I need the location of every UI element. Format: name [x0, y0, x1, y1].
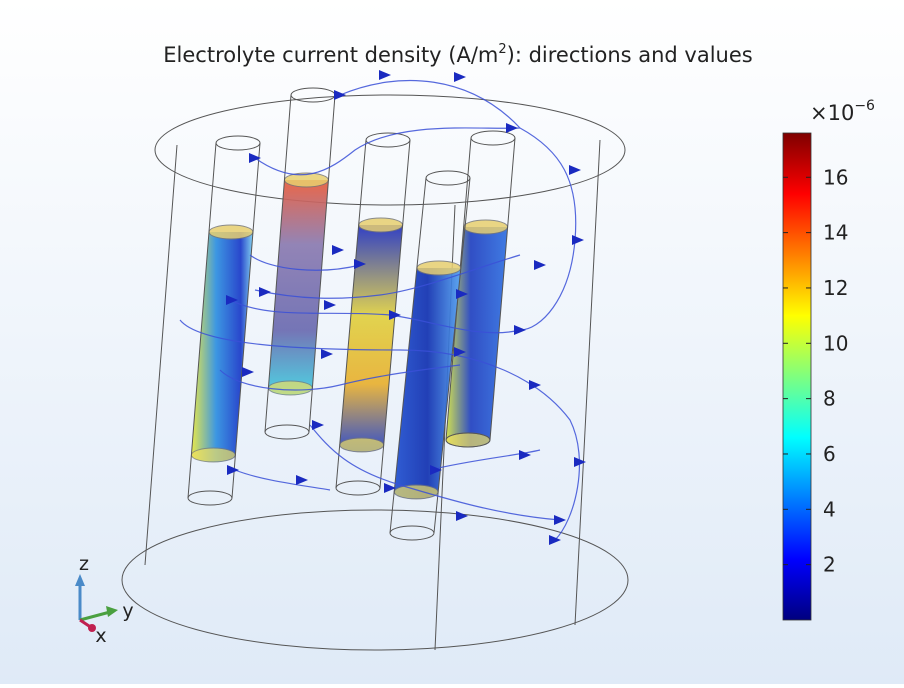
rod-cap	[190, 447, 236, 463]
arrowhead	[519, 450, 531, 460]
colorbar-tick-label: 8	[823, 387, 836, 411]
colorbar-tick-label: 4	[823, 497, 836, 521]
colorbar-tick-label: 16	[823, 165, 848, 189]
arrowhead	[227, 465, 239, 475]
arrowhead	[456, 511, 468, 521]
axis-label: x	[95, 625, 106, 647]
arrowhead	[312, 420, 324, 430]
rod-outline	[308, 94, 336, 433]
rod-cap	[283, 172, 329, 188]
rod-outline	[264, 94, 292, 433]
arrowhead	[554, 515, 566, 525]
chart-title: Electrolyte current density (A/m2): dire…	[163, 42, 752, 67]
colorbar: 2 4 6 8 10 12 14 16	[782, 132, 848, 621]
rod-cap	[339, 437, 385, 453]
arrowhead	[354, 259, 366, 269]
colorbar-tick-label: 2	[823, 553, 836, 577]
arrowhead	[456, 289, 468, 299]
colorbar-tick-label: 6	[823, 442, 836, 466]
arrowhead	[574, 457, 586, 467]
rod-outline	[231, 142, 261, 499]
arrowhead	[384, 483, 396, 493]
colorbar-tick-label: 12	[823, 276, 848, 300]
arrowhead	[249, 153, 261, 163]
rod-outline	[433, 177, 471, 534]
arrowhead	[569, 165, 581, 175]
arrowheads	[226, 70, 586, 545]
rod-surface	[268, 180, 329, 395]
arrowhead	[379, 70, 391, 80]
rod-cap	[358, 217, 404, 233]
arrowhead	[430, 465, 442, 475]
scene	[121, 94, 629, 651]
arrowhead	[296, 475, 308, 485]
arrowhead	[242, 367, 254, 377]
arrowhead	[514, 325, 526, 335]
streamlines	[179, 79, 581, 541]
multiplier-base: ×10	[810, 101, 854, 125]
arrowhead	[226, 295, 238, 305]
rod-cap	[416, 260, 462, 276]
arrowhead	[332, 245, 344, 255]
arrowhead	[389, 310, 401, 320]
rod-surface	[446, 227, 508, 447]
rod-cap	[393, 484, 439, 500]
rod-cap	[267, 380, 313, 396]
title-part: Electrolyte current density (A/m	[163, 43, 498, 67]
arrowhead	[572, 235, 584, 245]
arrowhead	[324, 300, 336, 310]
rod-outline	[489, 137, 516, 441]
rod-surface	[191, 232, 253, 462]
rod-cap	[463, 219, 509, 235]
colorbar-tick-label: 10	[823, 331, 848, 355]
axis-triad: z y x	[75, 553, 134, 647]
rods	[187, 87, 516, 541]
rod-cap	[208, 224, 254, 240]
arrowhead	[259, 287, 271, 297]
arrowhead	[334, 90, 346, 100]
rod-surface	[339, 225, 403, 452]
rod-outline	[187, 142, 217, 499]
multiplier-exp: −6	[854, 98, 875, 114]
colorbar-fill	[782, 132, 812, 621]
title-sup: 2	[498, 42, 506, 57]
arrowhead	[454, 72, 466, 82]
rod-outline	[389, 177, 427, 534]
arrowhead	[321, 349, 333, 359]
arrowhead	[454, 347, 466, 357]
colorbar-multiplier: ×10−6	[810, 98, 875, 125]
title-part: ): directions and values	[507, 43, 753, 67]
colorbar-tick-label: 14	[823, 221, 848, 245]
axis-label: z	[79, 553, 89, 575]
arrowhead	[506, 123, 518, 133]
arrowhead	[529, 380, 541, 390]
arrowhead	[549, 535, 561, 545]
axis-label: y	[122, 600, 133, 622]
arrowhead	[534, 260, 546, 270]
